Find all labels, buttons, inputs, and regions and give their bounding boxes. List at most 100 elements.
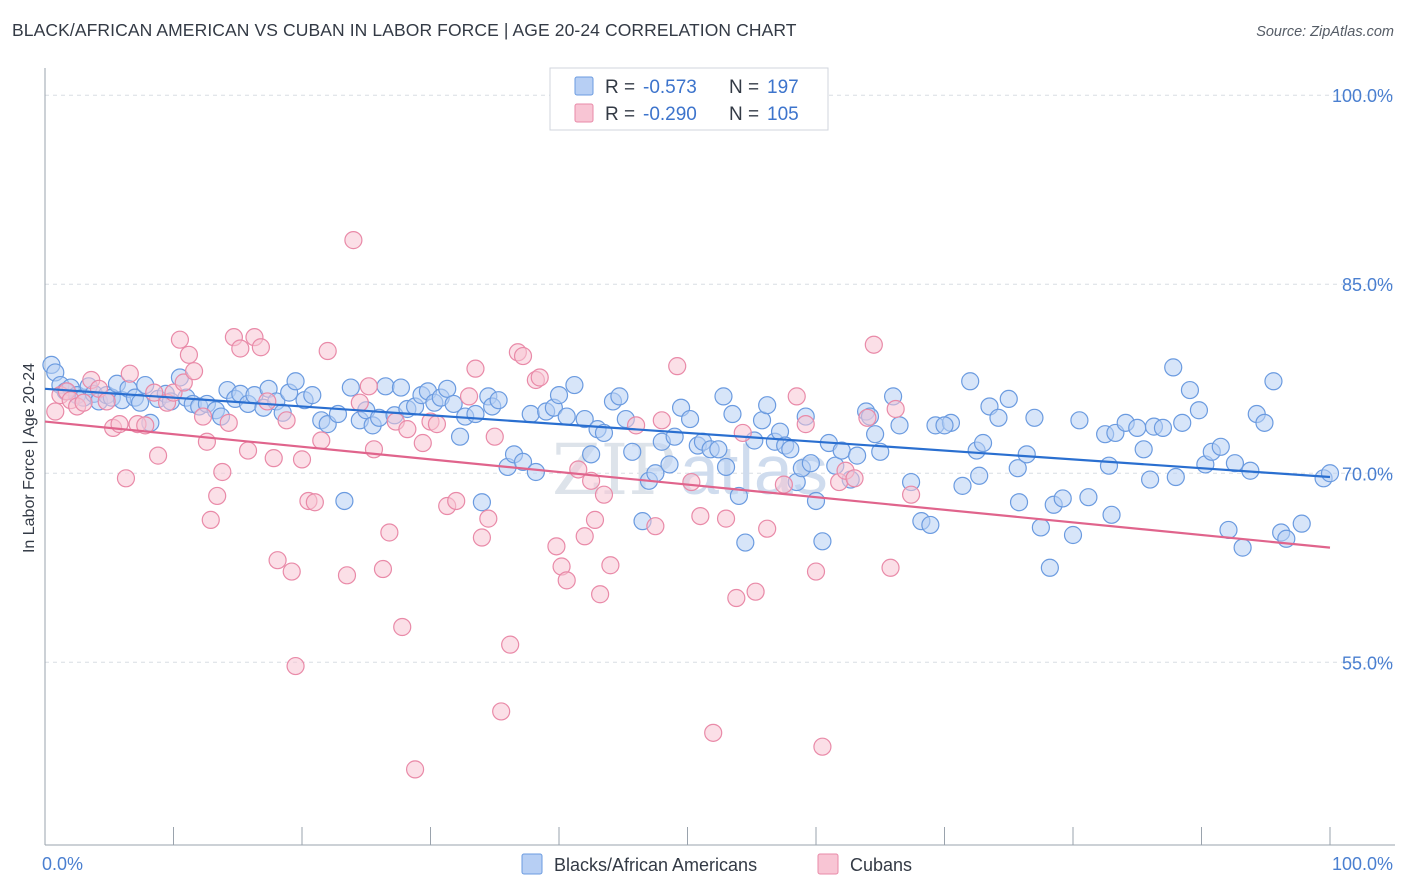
data-point bbox=[466, 359, 485, 378]
data-point bbox=[1040, 558, 1059, 577]
data-point bbox=[1063, 525, 1083, 545]
data-point bbox=[1189, 401, 1209, 420]
data-point bbox=[858, 408, 877, 427]
data-point bbox=[303, 386, 322, 405]
data-point bbox=[184, 362, 204, 381]
data-point bbox=[1099, 456, 1119, 475]
data-point bbox=[251, 338, 270, 357]
data-point bbox=[1166, 467, 1185, 487]
data-point bbox=[373, 559, 393, 579]
data-point bbox=[116, 469, 136, 488]
data-point bbox=[492, 702, 511, 721]
data-point bbox=[881, 558, 900, 577]
data-point bbox=[864, 335, 883, 354]
data-point bbox=[1211, 437, 1230, 456]
data-point bbox=[866, 425, 885, 444]
data-point bbox=[565, 375, 584, 395]
grid-lines bbox=[45, 94, 1395, 663]
data-point bbox=[447, 491, 466, 511]
data-point bbox=[961, 372, 980, 391]
data-point bbox=[97, 392, 116, 411]
data-point bbox=[594, 423, 614, 443]
data-point bbox=[1219, 520, 1238, 540]
legend-n-value-blacks: 197 bbox=[767, 77, 799, 98]
data-point bbox=[359, 377, 378, 396]
data-point bbox=[258, 392, 277, 411]
data-point bbox=[758, 519, 777, 538]
trend-lines bbox=[44, 387, 1331, 549]
y-axis-title: In Labor Force | Age 20-24 bbox=[21, 363, 38, 553]
data-point bbox=[626, 416, 646, 435]
data-point bbox=[1292, 514, 1311, 533]
data-point bbox=[282, 562, 301, 581]
data-point bbox=[610, 387, 629, 406]
data-point bbox=[350, 393, 369, 412]
data-point bbox=[405, 760, 425, 779]
data-point bbox=[292, 450, 312, 469]
data-point bbox=[208, 486, 227, 506]
data-point bbox=[729, 486, 749, 506]
data-point bbox=[813, 532, 832, 551]
data-point bbox=[337, 566, 357, 585]
data-point bbox=[501, 635, 520, 654]
data-point bbox=[170, 330, 190, 349]
data-point bbox=[1017, 445, 1036, 464]
data-point bbox=[746, 582, 765, 601]
data-point bbox=[652, 411, 671, 430]
data-point bbox=[466, 404, 485, 424]
data-point bbox=[74, 393, 93, 412]
data-point bbox=[557, 407, 576, 426]
data-point bbox=[585, 510, 605, 529]
data-point bbox=[660, 455, 679, 474]
data-point bbox=[380, 523, 399, 542]
data-point bbox=[318, 341, 337, 361]
data-point bbox=[305, 493, 324, 512]
data-point bbox=[413, 433, 432, 453]
data-point bbox=[1255, 413, 1274, 432]
data-point bbox=[264, 449, 283, 468]
data-point bbox=[136, 416, 155, 435]
data-point bbox=[268, 551, 287, 570]
legend-swatch-blacks bbox=[574, 76, 594, 96]
data-point bbox=[989, 408, 1008, 427]
data-point bbox=[1225, 454, 1245, 473]
data-point bbox=[594, 485, 614, 504]
data-point bbox=[801, 454, 820, 473]
legend-r-value-blacks: -0.573 bbox=[643, 77, 697, 98]
data-point bbox=[335, 491, 354, 511]
data-point bbox=[716, 509, 736, 528]
axes bbox=[44, 68, 1395, 846]
data-point bbox=[704, 723, 723, 742]
data-point bbox=[646, 517, 665, 536]
data-point bbox=[398, 420, 417, 439]
data-point bbox=[921, 515, 940, 535]
trend-line bbox=[44, 420, 1331, 549]
data-point bbox=[148, 446, 168, 465]
data-point bbox=[1134, 440, 1153, 459]
data-point bbox=[1153, 418, 1173, 437]
legend-n-label-blacks: N = bbox=[729, 77, 759, 98]
x-tick-labels: 0.0% 100.0% bbox=[42, 854, 1393, 874]
data-point bbox=[472, 528, 491, 547]
x-tick-label: 0.0% bbox=[42, 854, 83, 874]
data-point bbox=[450, 427, 470, 446]
data-point bbox=[901, 485, 921, 504]
data-point bbox=[716, 457, 736, 477]
data-point bbox=[1102, 505, 1121, 524]
data-point bbox=[871, 442, 890, 461]
bottom-legend-swatch-blacks bbox=[521, 853, 543, 875]
data-point bbox=[391, 378, 411, 397]
data-point bbox=[459, 387, 479, 406]
data-point bbox=[668, 357, 687, 376]
data-point bbox=[521, 404, 540, 424]
data-point bbox=[120, 364, 139, 383]
data-point bbox=[479, 509, 498, 528]
data-point bbox=[973, 433, 993, 453]
legend-r-label-blacks: R = bbox=[605, 77, 635, 98]
legend-r-value-cubans: -0.290 bbox=[643, 104, 697, 125]
data-point bbox=[682, 472, 701, 492]
data-point bbox=[890, 416, 909, 435]
data-point bbox=[575, 527, 594, 546]
data-point bbox=[427, 415, 447, 434]
